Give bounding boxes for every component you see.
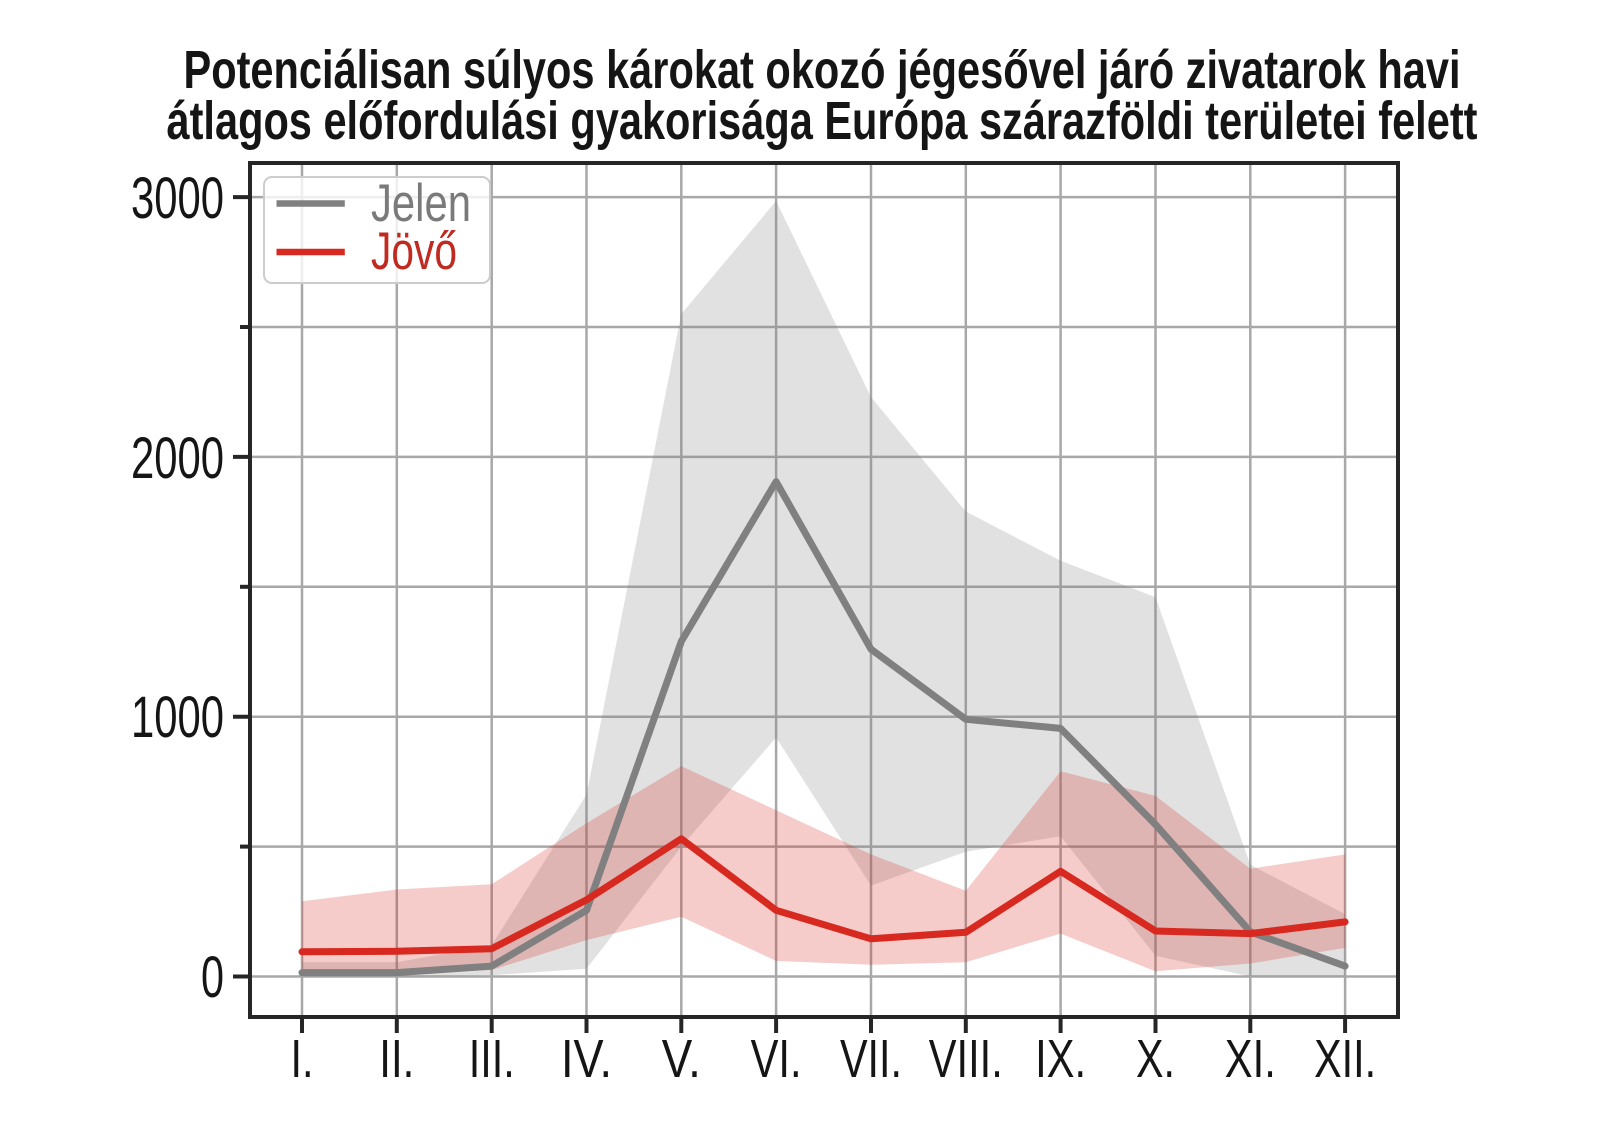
svg-text:XII.: XII.: [1314, 1029, 1376, 1089]
svg-text:IX.: IX.: [1035, 1029, 1086, 1089]
svg-text:I.: I.: [291, 1029, 314, 1089]
svg-text:1000: 1000: [131, 685, 224, 750]
svg-text:XI.: XI.: [1225, 1029, 1276, 1089]
svg-text:Potenciálisan súlyos károkat o: Potenciálisan súlyos károkat okozó jéges…: [184, 40, 1461, 100]
svg-text:Jövő: Jövő: [371, 222, 457, 281]
svg-text:VIII.: VIII.: [929, 1029, 1003, 1089]
svg-text:IV.: IV.: [561, 1029, 612, 1089]
svg-text:X.: X.: [1136, 1029, 1175, 1089]
svg-text:3000: 3000: [131, 166, 224, 231]
svg-text:VI.: VI.: [751, 1029, 802, 1089]
svg-text:0: 0: [201, 945, 224, 1010]
svg-text:2000: 2000: [131, 426, 224, 491]
svg-text:II.: II.: [379, 1029, 414, 1089]
svg-text:V.: V.: [662, 1029, 701, 1089]
svg-text:átlagos előfordulási gyakorisá: átlagos előfordulási gyakorisága Európa …: [167, 91, 1478, 151]
svg-text:VII.: VII.: [840, 1029, 902, 1089]
svg-text:III.: III.: [469, 1029, 515, 1089]
svg-text:Jelen: Jelen: [371, 174, 471, 233]
